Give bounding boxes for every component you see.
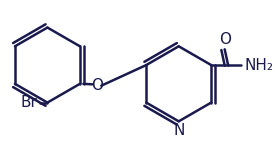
Text: NH₂: NH₂	[245, 58, 274, 73]
Text: O: O	[219, 32, 231, 47]
Text: Br: Br	[20, 95, 37, 110]
Text: O: O	[91, 78, 103, 93]
Text: N: N	[173, 123, 184, 138]
